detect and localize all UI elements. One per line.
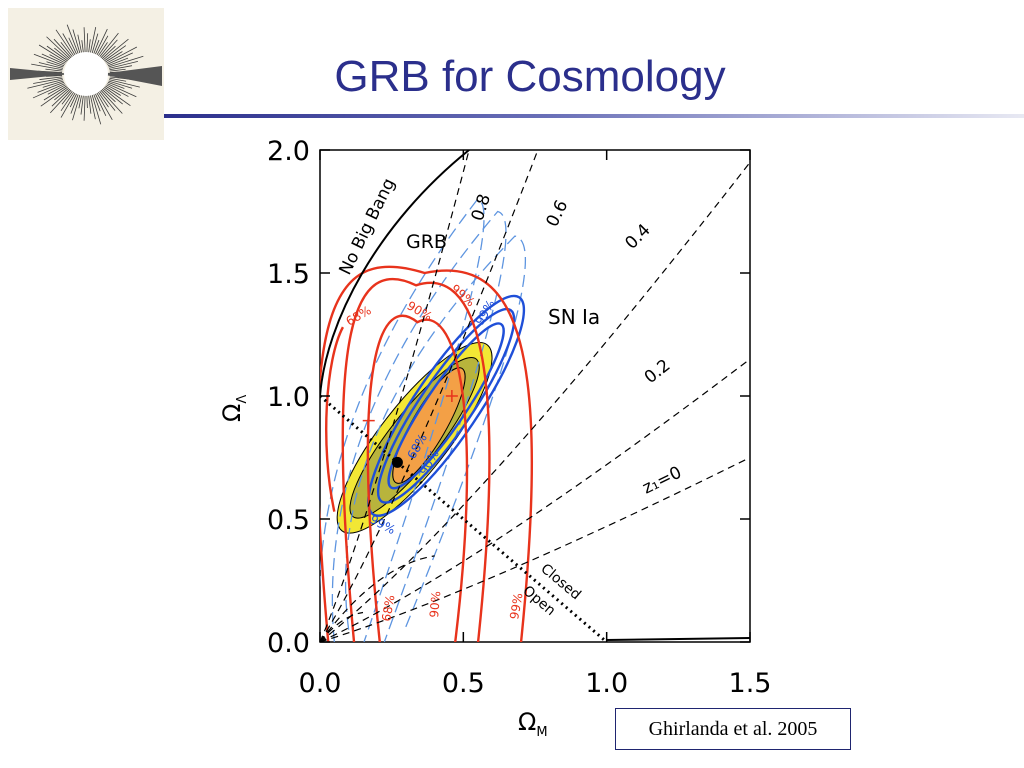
redshift-line bbox=[320, 161, 750, 642]
best-fit-point bbox=[391, 456, 403, 468]
y-ticks: 0.0 0.5 1.0 1.5 2.0 bbox=[267, 136, 750, 659]
sn-dashed-contours bbox=[320, 198, 527, 642]
redshift-lines bbox=[320, 150, 750, 642]
y-tick-label: 2.0 bbox=[267, 136, 310, 167]
redshift-line bbox=[320, 150, 539, 642]
grb-jet-icon bbox=[8, 8, 164, 140]
sn-ia-contour bbox=[376, 307, 516, 504]
sn-ia-contour bbox=[387, 322, 505, 490]
grb-contours bbox=[320, 265, 533, 642]
citation-box: Ghirlanda et al. 2005 bbox=[615, 708, 851, 750]
y-axis-label: ΩΛ bbox=[218, 395, 250, 422]
x-tick-label: 0.5 bbox=[442, 668, 485, 699]
redshift-line bbox=[320, 358, 750, 642]
plot-frame bbox=[319, 149, 751, 643]
sn-ia-contours bbox=[367, 294, 526, 517]
bottom-boundary-line bbox=[605, 637, 750, 641]
y-tick-label: 0.0 bbox=[267, 628, 310, 659]
sn-dashed-contour bbox=[320, 198, 485, 642]
x-tick-label: 0.0 bbox=[299, 668, 342, 699]
sn-ia-label: SN Ia bbox=[548, 305, 600, 329]
y-tick-label: 1.0 bbox=[267, 382, 310, 413]
y-tick-label: 0.5 bbox=[267, 505, 310, 536]
page-title: GRB for Cosmology bbox=[334, 52, 726, 101]
grb-best-fit-marker bbox=[445, 390, 458, 402]
redshift-line bbox=[320, 555, 435, 642]
grb-90-label-lower: 90% bbox=[427, 590, 443, 618]
grb-68-label-lower: 68% bbox=[379, 594, 397, 623]
title-divider bbox=[164, 114, 1024, 118]
sn-ia-contour bbox=[367, 294, 526, 517]
markers bbox=[362, 390, 458, 468]
redshift-line bbox=[320, 456, 750, 642]
x-tick-label: 1.0 bbox=[585, 668, 628, 699]
x-axis-label: ΩM bbox=[518, 708, 548, 740]
grb-label: GRB bbox=[406, 231, 447, 253]
grb-68-contour bbox=[366, 314, 469, 642]
y-tick-label: 1.5 bbox=[267, 259, 310, 290]
sn-dashed-contour bbox=[344, 235, 527, 630]
grb-edge-contour bbox=[325, 326, 344, 512]
x-ticks: 0.0 0.5 1.0 1.5 bbox=[299, 150, 772, 699]
grb-best-fit-marker bbox=[362, 414, 375, 427]
grb-99-label-lower: 99% bbox=[507, 592, 525, 621]
x-tick-label: 1.5 bbox=[729, 668, 772, 699]
grb-90-contour bbox=[341, 277, 491, 642]
redshift-line bbox=[320, 150, 470, 642]
cosmology-chart: 0.0 0.5 1.0 1.5 0.00.51.01.52.0 No Big Bang… bbox=[218, 136, 772, 740]
grb-99-contour bbox=[320, 265, 533, 642]
sn-dashed-contour bbox=[331, 210, 507, 642]
no-big-bang-curve bbox=[320, 150, 470, 397]
